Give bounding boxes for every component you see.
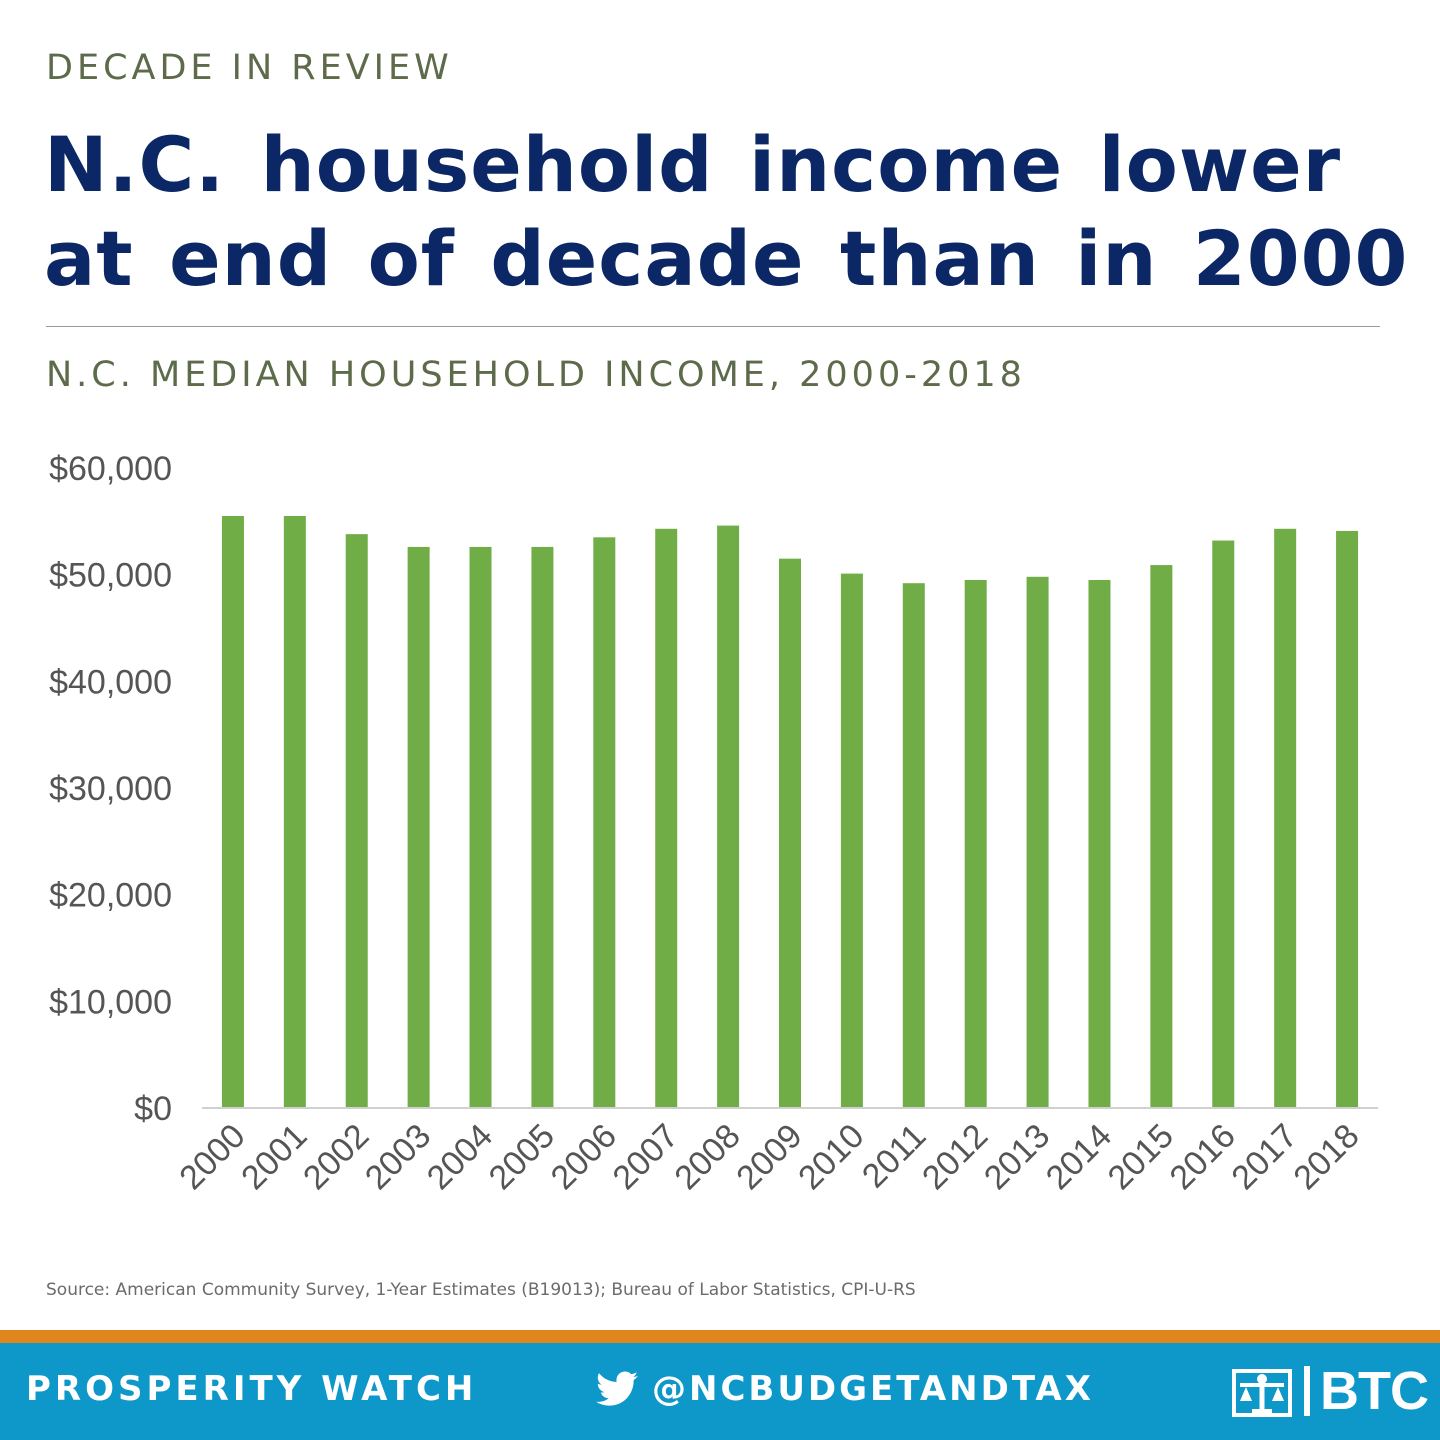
bar — [1336, 530, 1359, 1108]
x-tick-label: 2009 — [729, 1117, 809, 1197]
y-tick-label: $20,000 — [49, 877, 172, 915]
twitter-icon — [596, 1371, 638, 1406]
x-tick-label: 2007 — [606, 1117, 686, 1197]
x-tick-label: 2003 — [358, 1117, 438, 1197]
y-tick-label: $60,000 — [49, 450, 172, 488]
bar — [964, 580, 987, 1108]
bar — [1026, 576, 1049, 1108]
btc-logo-text: BTC — [1320, 1361, 1429, 1421]
bar — [531, 546, 554, 1108]
bar — [902, 583, 925, 1108]
bar — [407, 546, 430, 1108]
x-tick-label: 2018 — [1286, 1117, 1366, 1197]
divider — [46, 326, 1380, 327]
x-tick-label: 2014 — [1039, 1117, 1119, 1197]
x-tick-label: 2010 — [791, 1117, 871, 1197]
bar-chart: $0 $10,000 $20,000 $30,000 $40,000 $50,000 $60… — [49, 450, 1378, 1197]
bar — [283, 516, 306, 1108]
x-tick-label: 2017 — [1224, 1117, 1304, 1197]
x-tick-label: 2001 — [234, 1117, 314, 1197]
x-tick-label: 2004 — [420, 1117, 500, 1197]
x-tick-label: 2000 — [172, 1117, 252, 1197]
btc-logo[interactable]: BTC — [1232, 1361, 1429, 1421]
x-tick-label: 2016 — [1163, 1117, 1243, 1197]
bar — [655, 528, 678, 1108]
footer-accent-stripe — [0, 1330, 1440, 1343]
footer-brand: PROSPERITY WATCH — [26, 1369, 478, 1409]
headline: N.C. household income lower at end of de… — [44, 118, 1424, 306]
bar — [593, 537, 616, 1108]
bar — [1088, 580, 1111, 1108]
headline-line-1: N.C. household income lower — [44, 120, 1342, 209]
kicker: DECADE IN REVIEW — [46, 48, 453, 88]
bar — [345, 534, 368, 1108]
footer-handle: @NCBUDGETANDTAX — [652, 1369, 1094, 1409]
chart-title: N.C. MEDIAN HOUSEHOLD INCOME, 2000-2018 — [46, 355, 1026, 395]
bar — [1212, 540, 1235, 1108]
x-tick-label: 2002 — [296, 1117, 376, 1197]
x-tick-label: 2008 — [667, 1117, 747, 1197]
y-tick-label: $50,000 — [49, 557, 172, 595]
bar — [840, 573, 863, 1108]
y-tick-label: $30,000 — [49, 770, 172, 808]
x-tick-label: 2006 — [544, 1117, 624, 1197]
bar — [779, 558, 801, 1108]
headline-line-2: at end of decade than in 2000 — [44, 214, 1409, 303]
btc-logo-icon — [1232, 1369, 1292, 1417]
source-note: Source: American Community Survey, 1-Yea… — [46, 1280, 916, 1300]
x-tick-label: 2005 — [482, 1117, 562, 1197]
bar — [221, 516, 244, 1108]
bar — [469, 546, 492, 1108]
twitter-handle-link[interactable]: @NCBUDGETANDTAX — [596, 1367, 1094, 1411]
y-tick-label: $0 — [134, 1090, 172, 1128]
x-tick-label: 2015 — [1101, 1117, 1181, 1197]
x-tick-label: 2013 — [977, 1117, 1057, 1197]
y-tick-label: $10,000 — [49, 983, 172, 1021]
bar — [1274, 528, 1297, 1108]
footer: PROSPERITY WATCH @NCBUDGETANDTAX BTC — [0, 1343, 1440, 1440]
y-tick-label: $40,000 — [49, 663, 172, 701]
bar — [717, 525, 740, 1108]
x-tick-label: 2011 — [855, 1117, 934, 1196]
bar — [1150, 565, 1173, 1108]
x-tick-label: 2012 — [915, 1117, 995, 1197]
logo-separator — [1304, 1366, 1310, 1416]
